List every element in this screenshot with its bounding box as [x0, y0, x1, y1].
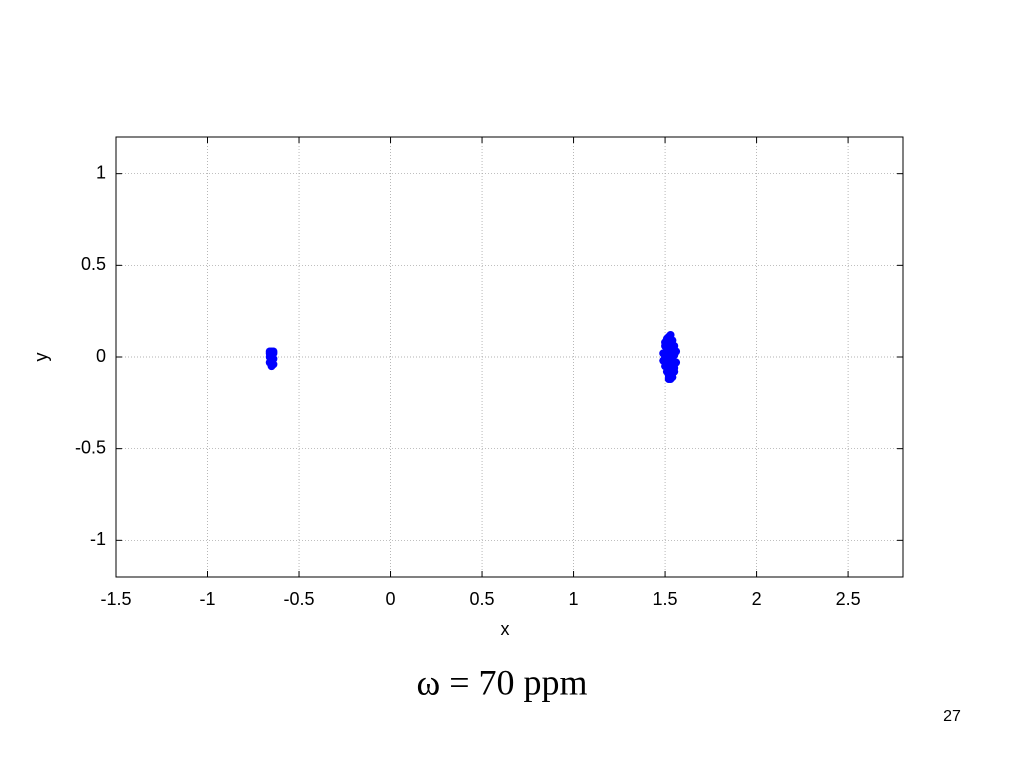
y-tick-label: 1	[96, 162, 106, 182]
x-tick-label: -1.5	[100, 589, 131, 609]
x-tick-label: 0.5	[470, 589, 495, 609]
point	[666, 353, 675, 361]
x-tick-label: 2	[752, 589, 762, 609]
y-tick-label: 0.5	[81, 254, 106, 274]
y-tick-label: 0	[96, 346, 106, 366]
caption: ω = 70 ppm	[417, 662, 588, 702]
point	[664, 375, 673, 383]
x-tick-label: 2.5	[836, 589, 861, 609]
y-tick-label: -1	[90, 529, 106, 549]
plot-frame	[115, 136, 904, 578]
x-tick-label: 0	[386, 589, 396, 609]
x-tick-label: -1	[200, 589, 216, 609]
point	[267, 362, 276, 371]
point	[269, 347, 278, 356]
x-tick-label: 1	[569, 589, 579, 609]
point	[670, 364, 679, 372]
x-axis-label: x	[501, 619, 510, 639]
y-tick-label: -0.5	[75, 437, 106, 457]
x-tick-label: 1.5	[653, 589, 678, 609]
page-number: 27	[943, 708, 961, 725]
x-tick-label: -0.5	[284, 589, 315, 609]
point	[662, 334, 671, 343]
y-axis-label: y	[31, 353, 51, 362]
